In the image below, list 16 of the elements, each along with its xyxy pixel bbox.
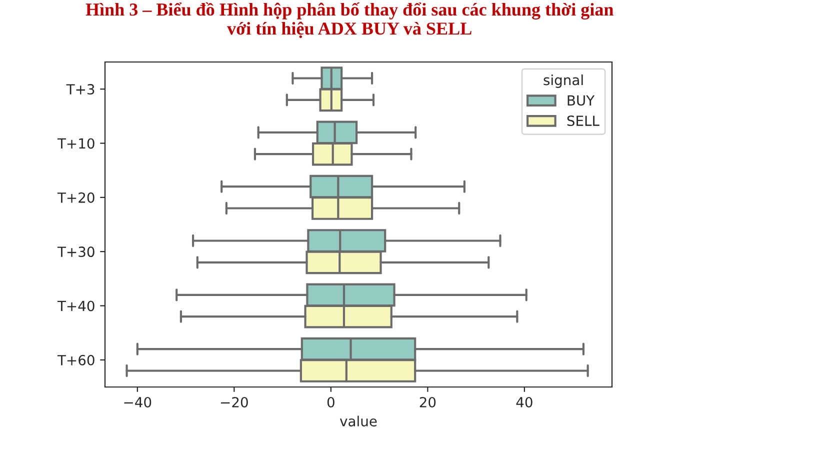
x-tick-label: 20: [420, 396, 436, 408]
x-tick-label: −40: [124, 396, 152, 408]
legend-label: SELL: [567, 116, 600, 126]
x-tick-label: −20: [220, 396, 248, 408]
y-tick-label: T+40: [57, 300, 94, 312]
y-tick-label: T+3: [66, 84, 94, 95]
y-tick-label: T+30: [57, 246, 94, 258]
x-axis-title: value: [340, 416, 377, 426]
x-tick-label: 0: [327, 396, 334, 408]
y-tick-label: T+60: [57, 354, 94, 366]
y-tick-label: T+20: [57, 192, 94, 203]
x-tick-label: 40: [516, 396, 532, 408]
y-tick-label: T+10: [57, 138, 94, 149]
legend-label: BUY: [568, 95, 595, 106]
legend-title: signal: [544, 74, 583, 88]
chart-title: Hình 3 – Biểu đồ Hình hộp phân bố thay đổi sau các khung thời gian với tín hiệu ADX BUY và SELL: [86, 2, 614, 38]
